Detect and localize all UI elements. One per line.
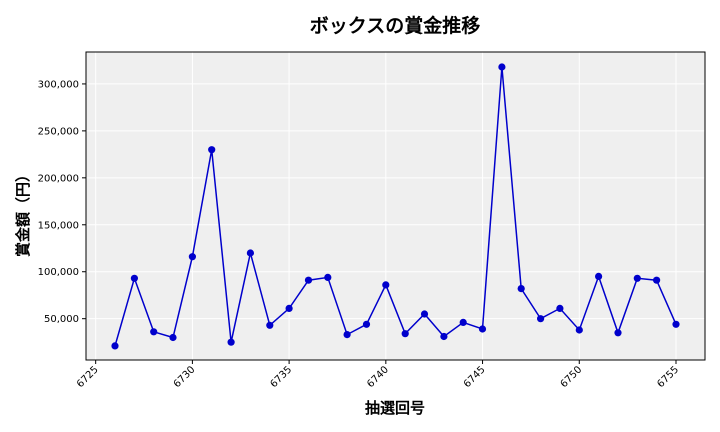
- data-point: [575, 326, 583, 334]
- x-tick-label: 6735: [268, 364, 294, 390]
- data-point: [169, 333, 177, 342]
- data-point: [595, 272, 603, 280]
- y-tick-label: 300,000: [38, 79, 79, 90]
- data-point: [537, 315, 545, 323]
- data-point: [246, 249, 254, 257]
- data-point: [111, 342, 119, 350]
- data-point: [266, 321, 274, 329]
- data-point: [517, 285, 525, 293]
- data-point: [478, 325, 487, 333]
- data-point: [401, 330, 409, 338]
- y-tick-label: 50,000: [44, 314, 79, 325]
- y-tick-label: 150,000: [38, 220, 79, 231]
- data-points: [111, 63, 680, 350]
- x-tick-label: 6740: [365, 364, 391, 390]
- chart-title: ボックスの賞金推移: [310, 14, 480, 37]
- data-point: [556, 304, 564, 312]
- x-tick-label: 6755: [655, 364, 681, 390]
- data-point: [672, 320, 680, 328]
- data-point: [440, 332, 448, 341]
- series-line: [114, 66, 677, 347]
- y-tick-label: 100,000: [38, 267, 79, 278]
- data-point: [304, 276, 313, 284]
- x-tick-label: 6730: [172, 364, 198, 390]
- y-tick-label: 250,000: [38, 126, 79, 137]
- y-axis-label: 賞金額（円）: [14, 167, 32, 257]
- data-point: [324, 273, 332, 281]
- data-point: [614, 329, 622, 337]
- data-point: [130, 274, 138, 282]
- x-tick-label: 6750: [559, 364, 585, 390]
- y-tick-label: 200,000: [38, 173, 79, 184]
- plot-frame: [85, 51, 706, 361]
- data-point: [420, 310, 429, 318]
- data-point: [633, 274, 641, 282]
- data-point: [208, 146, 216, 154]
- data-point: [188, 253, 196, 261]
- data-point: [150, 328, 158, 336]
- x-tick-label: 6745: [462, 364, 488, 390]
- data-point: [285, 304, 293, 312]
- data-point: [343, 331, 351, 339]
- data-point: [459, 318, 467, 326]
- data-point: [382, 281, 390, 289]
- data-point: [653, 276, 661, 284]
- data-point: [362, 320, 371, 328]
- x-tick-label: 6725: [75, 364, 101, 390]
- x-axis-label: 抽選回号: [365, 399, 425, 417]
- data-point: [498, 63, 506, 71]
- data-point: [227, 338, 235, 346]
